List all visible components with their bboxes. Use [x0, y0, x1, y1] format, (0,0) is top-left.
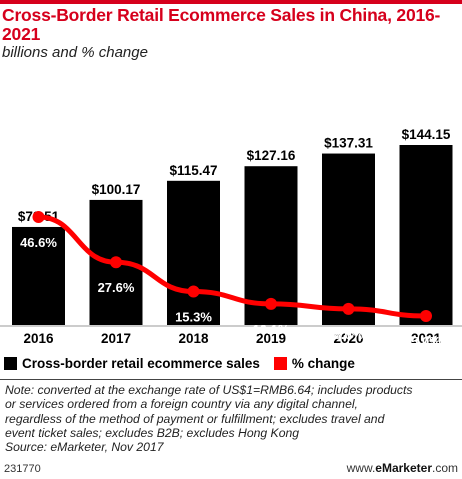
bar-value-label: $144.15 — [402, 127, 451, 142]
line-point — [187, 285, 200, 298]
line-point — [32, 211, 45, 223]
x-tick-label: 2017 — [101, 331, 131, 346]
source-line: Source: eMarketer, Nov 2017 — [5, 440, 164, 455]
line-value-label: 15.3% — [175, 309, 212, 324]
legend-swatch-change — [273, 356, 287, 370]
line-point — [110, 256, 122, 269]
line-value-label: 8.0% — [334, 327, 364, 342]
bar-value-label: $100.17 — [92, 182, 141, 197]
note-line: or services ordered from a foreign count… — [5, 397, 358, 412]
brand-suffix: .com — [431, 461, 458, 475]
legend-item-sales: Cross-border retail ecommerce sales — [4, 356, 260, 371]
line-point — [420, 310, 432, 322]
x-tick-label: 2018 — [178, 331, 209, 346]
x-tick-label: 2020 — [333, 331, 363, 346]
bar — [167, 180, 220, 325]
legend: Cross-border retail ecommerce sales % ch… — [4, 353, 369, 373]
chart-id: 231770 — [4, 463, 41, 475]
chart-canvas: $78.512016$100.172017$115.472018$127.162… — [0, 127, 462, 349]
brand-prefix: www. — [346, 461, 376, 475]
legend-item-change: % change — [273, 355, 355, 371]
note-line: Note: converted at the exchange rate of … — [5, 383, 413, 397]
bar-value-label: $137.31 — [324, 136, 373, 151]
footer-divider — [0, 379, 462, 380]
brand-link[interactable]: www.eMarketer.com — [347, 461, 458, 475]
line-value-label: 10.1% — [253, 322, 290, 337]
x-tick-label: 2021 — [411, 331, 442, 346]
chart-subtitle: billions and % change — [2, 44, 148, 61]
note-text: Note: converted at the exchange rate of … — [5, 383, 457, 454]
legend-label-change: % change — [291, 355, 355, 371]
bar-value-label: $115.47 — [169, 163, 217, 178]
note-line: regardless of the method of payment or f… — [5, 411, 385, 426]
note-line: event ticket sales; excludes B2B; exclud… — [5, 425, 300, 440]
line-point — [265, 297, 277, 310]
brand-name: eMarketer — [375, 461, 432, 475]
bar — [12, 226, 65, 325]
top-rule — [0, 0, 462, 4]
line-value-label: 46.6% — [20, 235, 57, 250]
bar — [322, 153, 375, 325]
line-point — [342, 302, 355, 315]
line-value-label: 27.6% — [98, 280, 135, 295]
legend-swatch-sales — [4, 356, 17, 370]
bar-value-label: $127.16 — [247, 148, 296, 163]
line-value-label: 5.0% — [411, 334, 441, 349]
x-tick-label: 2016 — [23, 331, 54, 346]
x-tick-label: 2019 — [256, 331, 286, 346]
bar — [399, 145, 453, 325]
legend-label-sales: Cross-border retail ecommerce sales — [22, 355, 260, 371]
chart-title: Cross-Border Retail Ecommerce Sales in C… — [2, 5, 441, 44]
